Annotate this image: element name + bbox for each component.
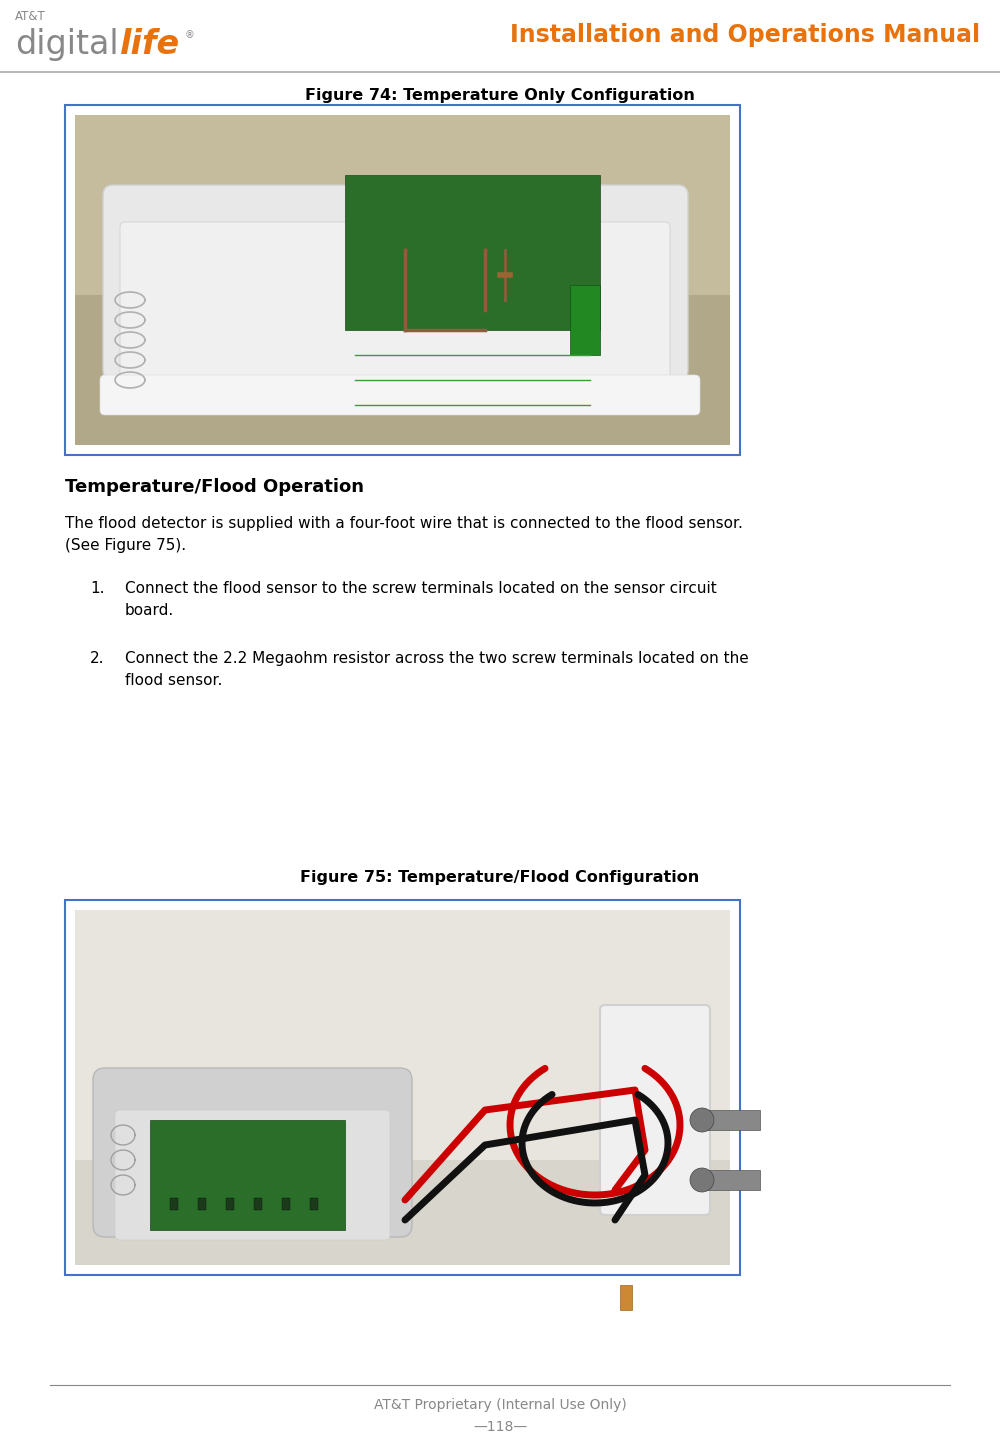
Text: Connect the flood sensor to the screw terminals located on the sensor circuit: Connect the flood sensor to the screw te…: [125, 582, 717, 596]
Bar: [705, 1170, 760, 1190]
Bar: [75, 911, 730, 1266]
Text: Installation and Operations Manual: Installation and Operations Manual: [510, 23, 980, 48]
Text: —118—: —118—: [473, 1420, 527, 1434]
Text: Figure 74: Temperature Only Configuration: Figure 74: Temperature Only Configuratio…: [305, 88, 695, 102]
FancyBboxPatch shape: [115, 1110, 390, 1240]
Bar: [226, 1198, 234, 1211]
Text: ®: ®: [185, 30, 195, 40]
Text: Figure 75: Temperature/Flood Configuration: Figure 75: Temperature/Flood Configurati…: [300, 870, 700, 885]
Bar: [570, 286, 600, 355]
Bar: [150, 1120, 345, 1229]
FancyBboxPatch shape: [600, 1004, 710, 1215]
Bar: [75, 115, 730, 294]
Bar: [170, 1198, 178, 1211]
Bar: [198, 1198, 206, 1211]
Text: AT&T: AT&T: [15, 10, 46, 23]
Text: Connect the 2.2 Megaohm resistor across the two screw terminals located on the: Connect the 2.2 Megaohm resistor across …: [125, 651, 749, 667]
Text: life: life: [120, 27, 180, 61]
Circle shape: [690, 1167, 714, 1192]
Text: (See Figure 75).: (See Figure 75).: [65, 538, 186, 553]
Bar: [254, 1198, 262, 1211]
Bar: [282, 1198, 290, 1211]
Text: digital: digital: [15, 27, 119, 61]
Bar: [75, 115, 730, 444]
FancyBboxPatch shape: [120, 222, 670, 382]
Text: 1.: 1.: [90, 582, 104, 596]
Text: 2.: 2.: [90, 651, 104, 667]
Text: AT&T Proprietary (Internal Use Only): AT&T Proprietary (Internal Use Only): [374, 1398, 626, 1413]
Bar: [65, 105, 740, 455]
FancyBboxPatch shape: [100, 375, 700, 416]
Bar: [75, 911, 730, 1160]
Bar: [345, 175, 600, 330]
Bar: [620, 1286, 632, 1310]
Text: The flood detector is supplied with a four-foot wire that is connected to the fl: The flood detector is supplied with a fo…: [65, 517, 743, 531]
Text: flood sensor.: flood sensor.: [125, 672, 222, 688]
Bar: [65, 900, 740, 1276]
Text: Temperature/Flood Operation: Temperature/Flood Operation: [65, 478, 364, 496]
Bar: [310, 1198, 318, 1211]
Circle shape: [690, 1108, 714, 1131]
FancyBboxPatch shape: [103, 185, 688, 380]
FancyBboxPatch shape: [93, 1068, 412, 1237]
Text: board.: board.: [125, 603, 174, 618]
Bar: [705, 1110, 760, 1130]
